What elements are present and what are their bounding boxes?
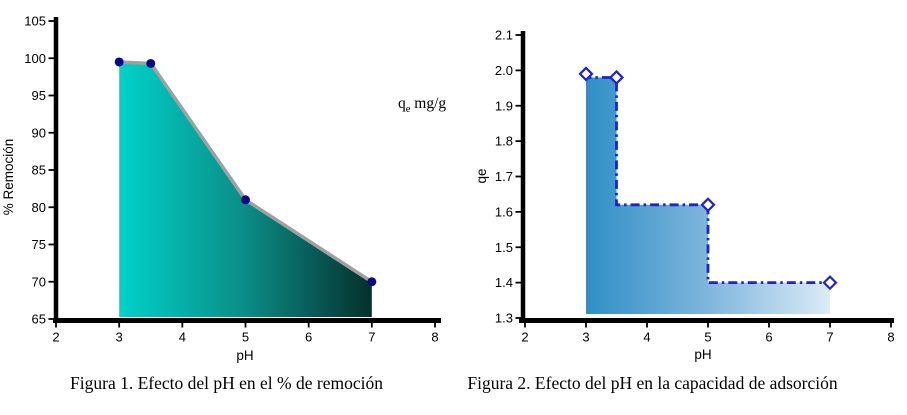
y-tick-label: 85 [32,163,46,178]
figure1-caption: Figura 1. Efecto del pH en el % de remoc… [70,373,383,393]
x-tick-label: 7 [368,330,375,345]
x-tick-label: 5 [704,330,711,345]
x-tick-label: 6 [305,330,312,345]
series-line [119,60,373,284]
y-tick-label: 1.9 [495,98,513,113]
y-tick-label: 65 [32,312,46,327]
annotation-sub: e [405,104,411,116]
y-tick-label: 75 [32,237,46,252]
figure2-caption: Figura 2. Efecto del pH en la capacidad … [467,373,838,393]
y-tick-label: 1.6 [495,204,513,219]
data-point-marker [578,66,594,82]
figure2: 1.3 1.4 1.5 1.6 1.7 1.8 1.9 2.0 2.1 2 3 4 5 6 7 8 pH qe F… [453,0,907,415]
y-tick-label: 90 [32,125,46,140]
y-tick-label: 80 [32,200,46,215]
data-point-marker [700,197,716,213]
figure1-chart-svg: 65 70 75 80 85 90 95 100 105 2 3 4 5 6 7 8 pH % Remoción [1,14,441,363]
x-tick-label: 3 [116,330,123,345]
data-point-marker [146,58,156,68]
x-axis-title: pH [236,348,253,363]
figure2-chart-svg: 1.3 1.4 1.5 1.6 1.7 1.8 1.9 2.0 2.1 2 3 4 5 6 7 8 pH qe [474,28,895,363]
x-tick-label: 4 [643,330,650,345]
y-tick-label: 1.8 [495,134,513,149]
data-point-marker [367,277,377,287]
y-axis-title: qe [474,168,489,183]
y-tick-label: 95 [32,88,46,103]
x-axis-title: pH [694,347,711,362]
data-point-marker [114,57,124,67]
data-point-marker [608,69,625,86]
y-tick-label: 100 [24,51,46,66]
figure1-annotation: qe mg/g [398,95,446,115]
x-tick-label: 2 [52,330,59,345]
annotation-rest: mg/g [410,95,447,112]
y-axis-title: % Remoción [1,139,16,216]
y-tick-label: 1.4 [495,275,513,290]
data-point-marker [241,195,250,205]
data-point-marker [822,275,838,291]
y-tick-label: 1.7 [495,169,513,184]
y-tick-label: 2.0 [495,63,513,78]
x-tick-label: 5 [242,330,249,345]
y-tick-label: 1.3 [495,311,513,326]
area-fill [119,62,372,317]
x-tick-label: 6 [765,330,772,345]
x-tick-label: 3 [582,330,589,345]
area-fill [586,73,830,315]
x-tick-label: 8 [431,330,438,345]
y-tick-label: 105 [24,14,46,29]
x-tick-label: 8 [887,330,894,345]
figure1: 65 70 75 80 85 90 95 100 105 2 3 4 5 6 7 8 pH% Remoción … [0,0,453,415]
y-tick-label: 70 [32,274,46,289]
x-tick-label: 2 [521,330,528,345]
x-tick-label: 4 [179,330,186,345]
annotation-base: q [398,95,406,112]
y-tick-label: 2.1 [495,28,513,43]
y-tick-label: 1.5 [495,240,513,255]
x-tick-label: 7 [826,330,833,345]
